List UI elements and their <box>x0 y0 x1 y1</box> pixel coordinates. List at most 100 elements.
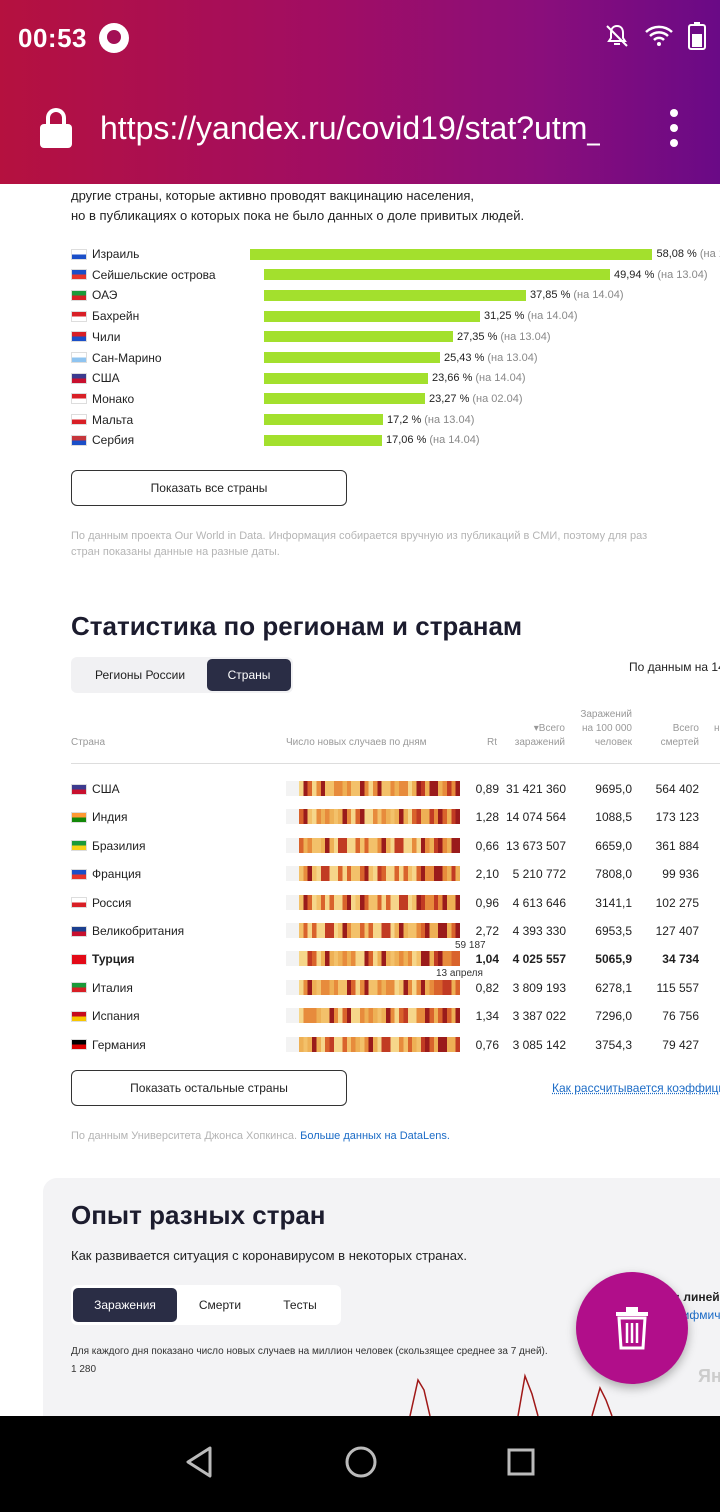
vaccination-bar <box>264 352 440 363</box>
table-row[interactable]: Германия 0,76 3 085 142 3754,3 79 427 <box>71 1035 720 1055</box>
rt-value: 0,89 <box>475 782 499 796</box>
daily-cases-heatmap[interactable] <box>286 1036 460 1052</box>
daily-cases-heatmap[interactable] <box>286 837 460 853</box>
table-row[interactable]: Франция 2,10 5 210 772 7808,0 99 936 <box>71 864 720 884</box>
country-flag-icon <box>71 352 87 363</box>
tab-russia-regions[interactable]: Регионы России <box>94 668 186 682</box>
country-flag-icon <box>71 331 87 343</box>
header-per-100k[interactable]: Заражений на 100 000 человек <box>580 709 632 748</box>
daily-cases-heatmap[interactable] <box>286 1008 460 1024</box>
daily-cases-heatmap[interactable] <box>286 866 460 882</box>
vaccination-row: Мальта 17,2 % (на 13.04) <box>71 410 720 430</box>
country-flag-icon <box>71 925 87 937</box>
show-all-countries-button[interactable]: Показать все страны <box>71 470 347 506</box>
vaccination-source-note: По данным проекта Our World in Data. Инф… <box>71 528 647 560</box>
total-deaths: 361 884 <box>655 838 699 853</box>
home-icon[interactable] <box>344 1445 378 1484</box>
note-line: стран показаны данные на разные даты. <box>71 546 280 558</box>
infections-per-100k: 7296,0 <box>595 1009 632 1024</box>
vaccination-percent: 37,85 % <box>530 289 571 302</box>
total-infections: 3 085 142 <box>512 1037 566 1052</box>
vaccination-row: Сан-Марино 25,43 % (на 13.04) <box>71 348 720 368</box>
tab-countries[interactable]: Страны <box>207 659 291 691</box>
infections-per-100k: 6659,0 <box>595 838 632 853</box>
tab-infections[interactable]: Заражения <box>73 1288 177 1322</box>
vaccination-row: Израиль 58,08 %(на 14 <box>71 244 720 264</box>
total-deaths: 79 427 <box>662 1037 699 1052</box>
total-infections: 31 421 360 <box>505 782 566 796</box>
rt-value: 2,10 <box>475 867 499 882</box>
delete-fab-button[interactable] <box>576 1272 688 1384</box>
total-infections: 13 673 507 <box>505 838 566 853</box>
header-extra[interactable]: н <box>714 723 720 734</box>
vaccination-date: (на 14.04) <box>429 434 480 447</box>
total-infections: 3 809 193 <box>512 980 566 995</box>
lock-icon[interactable] <box>40 108 72 148</box>
infections-per-100k: 1088,5 <box>595 810 632 825</box>
total-infections: 4 393 330 <box>512 924 566 938</box>
browser-menu-icon[interactable] <box>670 109 680 147</box>
country-name: Монако <box>92 391 135 406</box>
experience-tabs: Заражения Смерти Тесты <box>71 1285 341 1325</box>
table-row[interactable]: Великобритания 2,72 4 393 330 6953,5 127 407 <box>71 921 720 941</box>
heatmap-tooltip-value: 59 187 <box>455 940 486 951</box>
show-rest-countries-button[interactable]: Показать остальные страны <box>71 1070 347 1106</box>
table-row[interactable]: Испания 1,34 3 387 022 7296,0 76 756 <box>71 1006 720 1026</box>
country-flag-icon <box>71 783 87 795</box>
country-flag-icon <box>71 982 87 994</box>
country-flag-icon <box>71 1010 87 1022</box>
battery-icon <box>688 21 706 55</box>
header-total-infections[interactable]: ▾Всего заражений <box>514 723 565 748</box>
infections-per-100k: 3141,1 <box>595 895 632 910</box>
total-deaths: 115 557 <box>656 980 700 995</box>
vaccination-percent: 23,27 % <box>429 392 470 405</box>
daily-cases-heatmap[interactable] <box>286 781 460 796</box>
rt-value: 1,34 <box>475 1009 499 1024</box>
table-row[interactable]: США 0,89 31 421 360 9695,0 564 402 <box>71 779 720 799</box>
vaccination-percent: 31,25 % <box>484 310 525 323</box>
header-rt[interactable]: Rt <box>487 737 497 748</box>
android-nav-bar <box>0 1416 720 1512</box>
recents-icon[interactable] <box>506 1447 536 1482</box>
vaccination-date: (на 13.04) <box>424 413 475 426</box>
country-flag-icon <box>71 310 87 322</box>
table-row[interactable]: Россия 0,96 4 613 646 3141,1 102 275 <box>71 893 720 913</box>
table-row[interactable]: Италия 0,82 3 809 193 6278,1 115 557 <box>71 978 720 998</box>
url-field[interactable]: https://yandex.ru/covid19/stat?utm_s <box>100 109 600 146</box>
table-row[interactable]: Индия 1,28 14 074 564 1088,5 173 123 <box>71 807 720 827</box>
rt-explanation-link[interactable]: Как рассчитывается коэффици <box>552 1081 720 1095</box>
back-icon[interactable] <box>184 1445 216 1484</box>
header-deaths[interactable]: Всего смертей <box>660 723 699 748</box>
country-name: Бразилия <box>92 838 146 853</box>
datalens-link[interactable]: Больше данных на DataLens. <box>300 1130 450 1142</box>
country-name: Германия <box>92 1037 146 1052</box>
rt-value: 0,82 <box>475 980 499 995</box>
total-deaths: 127 407 <box>655 924 699 938</box>
daily-cases-heatmap[interactable] <box>286 979 460 995</box>
url-row: https://yandex.ru/covid19/stat?utm_s <box>40 100 680 156</box>
intro-line: но в публикациях о которых пока не было … <box>71 208 525 223</box>
yandex-watermark: Ян <box>698 1366 720 1386</box>
scale-linear-option[interactable]: : линей <box>676 1290 720 1304</box>
chart-y-top-label: 1 280 <box>71 1364 97 1375</box>
total-infections: 14 074 564 <box>505 810 566 825</box>
country-flag-icon <box>71 248 87 260</box>
table-row[interactable]: Бразилия 0,66 13 673 507 6659,0 361 884 <box>71 836 720 856</box>
country-name: Мальта <box>92 412 134 427</box>
tab-tests[interactable]: Тесты <box>283 1298 317 1312</box>
table-row[interactable]: Турция 1,04 4 025 557 5065,9 34 734 <box>71 949 720 969</box>
vaccination-date: (на 02.04) <box>472 392 523 405</box>
daily-cases-heatmap[interactable] <box>286 951 460 967</box>
tab-deaths[interactable]: Смерти <box>198 1298 242 1312</box>
vaccination-bar <box>250 248 653 260</box>
total-deaths: 99 936 <box>662 867 699 882</box>
infections-per-100k: 7808,0 <box>595 867 632 882</box>
heatmap-tooltip-date: 13 апреля <box>436 968 483 979</box>
total-deaths: 34 734 <box>662 952 699 967</box>
daily-cases-heatmap[interactable] <box>286 923 460 938</box>
total-deaths: 102 275 <box>655 895 699 910</box>
daily-cases-heatmap[interactable] <box>286 894 460 910</box>
vaccination-bar <box>264 310 480 322</box>
country-flag-icon <box>71 269 87 281</box>
daily-cases-heatmap[interactable] <box>286 809 460 825</box>
